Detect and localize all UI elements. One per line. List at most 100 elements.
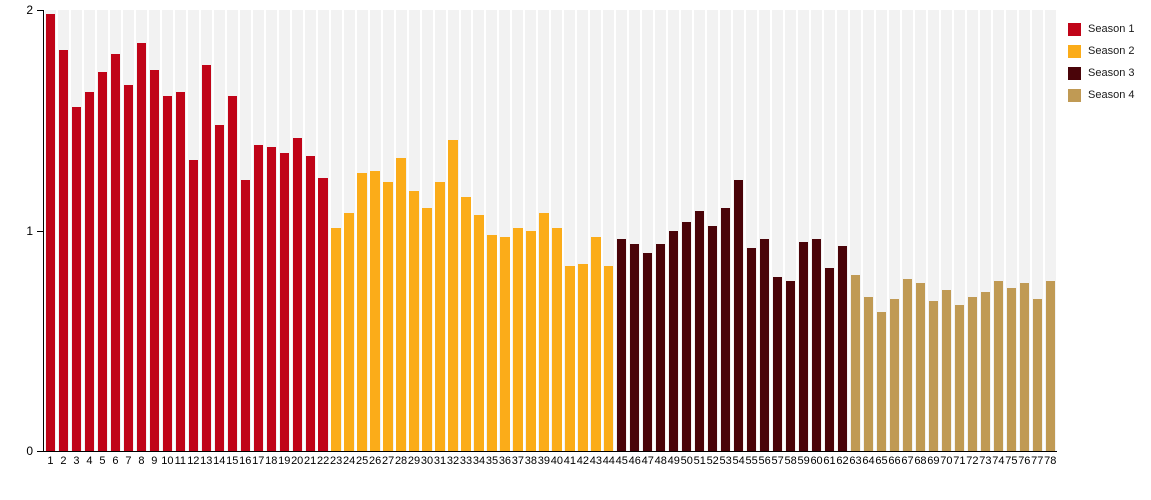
bar-slot[interactable]: [278, 10, 291, 451]
legend-item[interactable]: Season 3: [1068, 64, 1148, 83]
bar-slot[interactable]: [187, 10, 200, 451]
bar-slot[interactable]: [57, 10, 70, 451]
bar-slot[interactable]: [122, 10, 135, 451]
bar-slot[interactable]: [576, 10, 589, 451]
bar-slot[interactable]: [836, 10, 849, 451]
bar-slot[interactable]: [239, 10, 252, 451]
bar[interactable]: [266, 146, 276, 451]
bar[interactable]: [435, 182, 445, 451]
bar-slot[interactable]: [408, 10, 421, 451]
bar-slot[interactable]: [265, 10, 278, 451]
bar-slot[interactable]: [291, 10, 304, 451]
bar-slot[interactable]: [524, 10, 537, 451]
bar-slot[interactable]: [862, 10, 875, 451]
bar-slot[interactable]: [914, 10, 927, 451]
bar-slot[interactable]: [161, 10, 174, 451]
bar-slot[interactable]: [96, 10, 109, 451]
bar[interactable]: [1019, 283, 1029, 451]
bar-slot[interactable]: [421, 10, 434, 451]
bar[interactable]: [798, 241, 809, 451]
bar[interactable]: [915, 283, 926, 451]
bar-slot[interactable]: [213, 10, 226, 451]
bar-slot[interactable]: [498, 10, 511, 451]
bar[interactable]: [876, 312, 887, 451]
bar-slot[interactable]: [875, 10, 888, 451]
bar-slot[interactable]: [1005, 10, 1018, 451]
bar[interactable]: [71, 107, 82, 451]
bar[interactable]: [513, 228, 523, 451]
bar[interactable]: [331, 228, 341, 451]
bar[interactable]: [824, 268, 835, 451]
bar-slot[interactable]: [810, 10, 823, 451]
bar-slot[interactable]: [537, 10, 550, 451]
bar[interactable]: [850, 274, 861, 451]
bar-slot[interactable]: [447, 10, 460, 451]
bar-slot[interactable]: [784, 10, 797, 451]
bar[interactable]: [461, 197, 471, 451]
bar-slot[interactable]: [200, 10, 213, 451]
bar-slot[interactable]: [732, 10, 745, 451]
bar[interactable]: [123, 84, 134, 451]
legend-item[interactable]: Season 2: [1068, 42, 1148, 61]
bar-slot[interactable]: [1044, 10, 1057, 451]
bar[interactable]: [746, 248, 757, 451]
bar[interactable]: [863, 296, 874, 451]
bar[interactable]: [889, 298, 900, 451]
bar[interactable]: [162, 96, 173, 451]
bar-slot[interactable]: [927, 10, 940, 451]
bar-slot[interactable]: [382, 10, 395, 451]
bar-slot[interactable]: [83, 10, 96, 451]
bar-slot[interactable]: [615, 10, 628, 451]
bar[interactable]: [785, 281, 796, 451]
bar[interactable]: [383, 182, 393, 451]
bar[interactable]: [409, 190, 419, 451]
bar-slot[interactable]: [888, 10, 901, 451]
bar[interactable]: [902, 279, 913, 451]
bar[interactable]: [1045, 281, 1055, 451]
bar-slot[interactable]: [343, 10, 356, 451]
bar-slot[interactable]: [719, 10, 732, 451]
bar[interactable]: [526, 230, 536, 451]
bar-slot[interactable]: [654, 10, 667, 451]
bar-slot[interactable]: [771, 10, 784, 451]
bar[interactable]: [487, 234, 497, 451]
bar[interactable]: [980, 292, 991, 451]
bar[interactable]: [1032, 298, 1042, 451]
bar[interactable]: [695, 210, 705, 451]
bar[interactable]: [84, 91, 95, 451]
bar[interactable]: [58, 49, 69, 451]
bar[interactable]: [188, 159, 198, 451]
bar-slot[interactable]: [641, 10, 654, 451]
bar[interactable]: [344, 212, 354, 451]
bar[interactable]: [97, 71, 108, 451]
bar-slot[interactable]: [589, 10, 602, 451]
bar[interactable]: [682, 221, 692, 451]
bar-slot[interactable]: [485, 10, 498, 451]
bar[interactable]: [967, 296, 978, 451]
bar[interactable]: [500, 237, 510, 451]
bar-slot[interactable]: [667, 10, 680, 451]
bar-slot[interactable]: [330, 10, 343, 451]
bar-slot[interactable]: [550, 10, 563, 451]
bar-slot[interactable]: [979, 10, 992, 451]
bar-slot[interactable]: [252, 10, 265, 451]
bar[interactable]: [227, 96, 237, 451]
bar-slot[interactable]: [226, 10, 239, 451]
bar[interactable]: [45, 14, 56, 451]
bar[interactable]: [630, 243, 640, 451]
bar[interactable]: [474, 215, 484, 451]
bar[interactable]: [448, 140, 458, 451]
bar-slot[interactable]: [992, 10, 1005, 451]
bar-slot[interactable]: [395, 10, 408, 451]
bar[interactable]: [993, 281, 1004, 451]
legend-item[interactable]: Season 1: [1068, 20, 1148, 39]
bar-slot[interactable]: [563, 10, 576, 451]
bar-slot[interactable]: [304, 10, 317, 451]
bar[interactable]: [721, 208, 731, 451]
bar-slot[interactable]: [849, 10, 862, 451]
bar-slot[interactable]: [511, 10, 524, 451]
bar[interactable]: [941, 290, 952, 451]
bar-slot[interactable]: [434, 10, 447, 451]
bar[interactable]: [733, 179, 744, 451]
bar[interactable]: [604, 265, 614, 451]
